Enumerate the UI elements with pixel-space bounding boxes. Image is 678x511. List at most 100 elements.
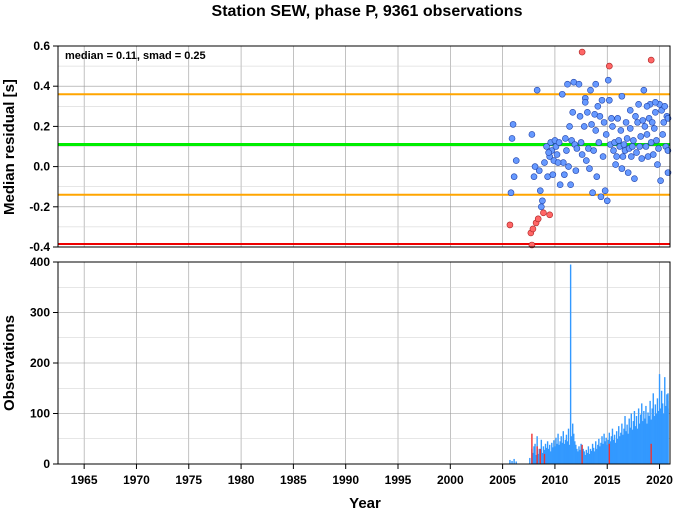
observation-bar [570, 436, 573, 464]
observation-bar [551, 442, 553, 464]
residual-point [553, 151, 561, 158]
residual-point [638, 155, 646, 162]
observation-bar [577, 451, 579, 464]
observation-bar [646, 423, 648, 464]
residual-tick-label: 0.0 [33, 160, 50, 174]
residual-point [623, 135, 631, 142]
observation-bar [562, 431, 564, 464]
observations-tick-label: 100 [30, 407, 50, 421]
observation-bar [583, 451, 585, 464]
observation-bar [658, 374, 661, 464]
year-tick-label: 1975 [175, 473, 202, 487]
residual-point [639, 117, 647, 124]
residual-point [587, 86, 594, 94]
residual-point [569, 109, 577, 116]
year-tick-label: 2015 [594, 473, 621, 487]
observations-tick-label: 200 [30, 356, 50, 370]
observation-bar [620, 432, 622, 464]
residual-point [622, 119, 630, 126]
residual-point [624, 169, 632, 176]
observation-bar [645, 405, 647, 464]
observation-bar [579, 449, 581, 464]
observation-bar [638, 423, 641, 464]
observation-bar [532, 452, 534, 464]
observation-bar [636, 428, 639, 464]
observation-bar [593, 451, 596, 464]
residual-point [595, 139, 603, 146]
chart-title: Station SEW, phase P, 9361 observations [212, 3, 523, 20]
observation-bar [546, 441, 549, 464]
residual-outlier-point [578, 48, 586, 56]
observations-bars [509, 264, 669, 464]
year-tick-label: 2010 [542, 473, 569, 487]
observation-bar [554, 446, 556, 464]
observation-bar [513, 458, 515, 464]
residual-outlier-point [540, 209, 547, 217]
observation-bar [663, 413, 665, 464]
residual-point [531, 163, 539, 170]
observation-outlier-bar [608, 443, 611, 464]
observation-bar [590, 450, 593, 464]
observation-bar [635, 416, 638, 464]
observation-bar [556, 443, 558, 464]
observation-bar [591, 443, 594, 464]
observation-bar [621, 423, 623, 464]
observations-tick-label: 0 [43, 457, 50, 471]
residual-point [651, 125, 658, 132]
residual-point [565, 163, 572, 170]
observation-bar [564, 439, 567, 464]
observations-y-ticks: 400 300 200 100 0 [30, 255, 58, 471]
residual-point [610, 147, 617, 154]
observation-bar [657, 410, 660, 464]
observation-bar [585, 449, 588, 464]
observation-bar [619, 436, 621, 464]
residual-point [653, 137, 660, 144]
residual-point [508, 135, 516, 142]
observation-bar [568, 444, 571, 464]
observation-bar [629, 427, 631, 464]
residual-point [584, 109, 591, 116]
residual-point [606, 96, 613, 104]
residual-point [592, 80, 600, 88]
residual-point [652, 109, 659, 116]
observation-bar [640, 414, 642, 464]
residual-point [558, 90, 566, 98]
residual-point [590, 147, 597, 154]
year-tick-label: 1970 [123, 473, 150, 487]
residual-tick-label: -0.2 [29, 200, 50, 214]
observation-bar [548, 444, 551, 464]
observation-bar [586, 452, 589, 464]
residual-reference-lines [58, 93, 670, 245]
residual-point [545, 149, 552, 156]
observation-outlier-bar [650, 443, 652, 464]
observation-bar [535, 454, 537, 464]
observation-bar [529, 457, 531, 464]
residual-point [535, 167, 543, 174]
residual-point [642, 143, 650, 150]
observation-bar [666, 394, 668, 464]
residual-point [578, 151, 586, 158]
residual-point [592, 127, 600, 134]
observation-bar [667, 408, 669, 464]
residual-point [510, 173, 518, 180]
observation-bar [651, 408, 653, 464]
observation-bar [602, 443, 604, 464]
year-tick-label: 1995 [385, 473, 412, 487]
residual-point [640, 86, 648, 94]
residual-point [543, 143, 550, 150]
residual-point [573, 145, 581, 152]
observation-bar [637, 408, 640, 464]
residual-tick-label: 0.4 [33, 79, 50, 93]
observation-bar [630, 413, 632, 464]
residual-point [581, 98, 589, 106]
observation-bar [612, 439, 615, 464]
observation-bar [592, 447, 595, 464]
residual-point [597, 193, 605, 201]
year-tick-label: 2000 [437, 473, 464, 487]
residual-point [620, 141, 628, 148]
observation-bar [569, 264, 572, 464]
observation-bar [615, 431, 618, 464]
observation-bar [575, 444, 577, 464]
residual-point [603, 197, 611, 205]
residual-point [637, 133, 645, 140]
